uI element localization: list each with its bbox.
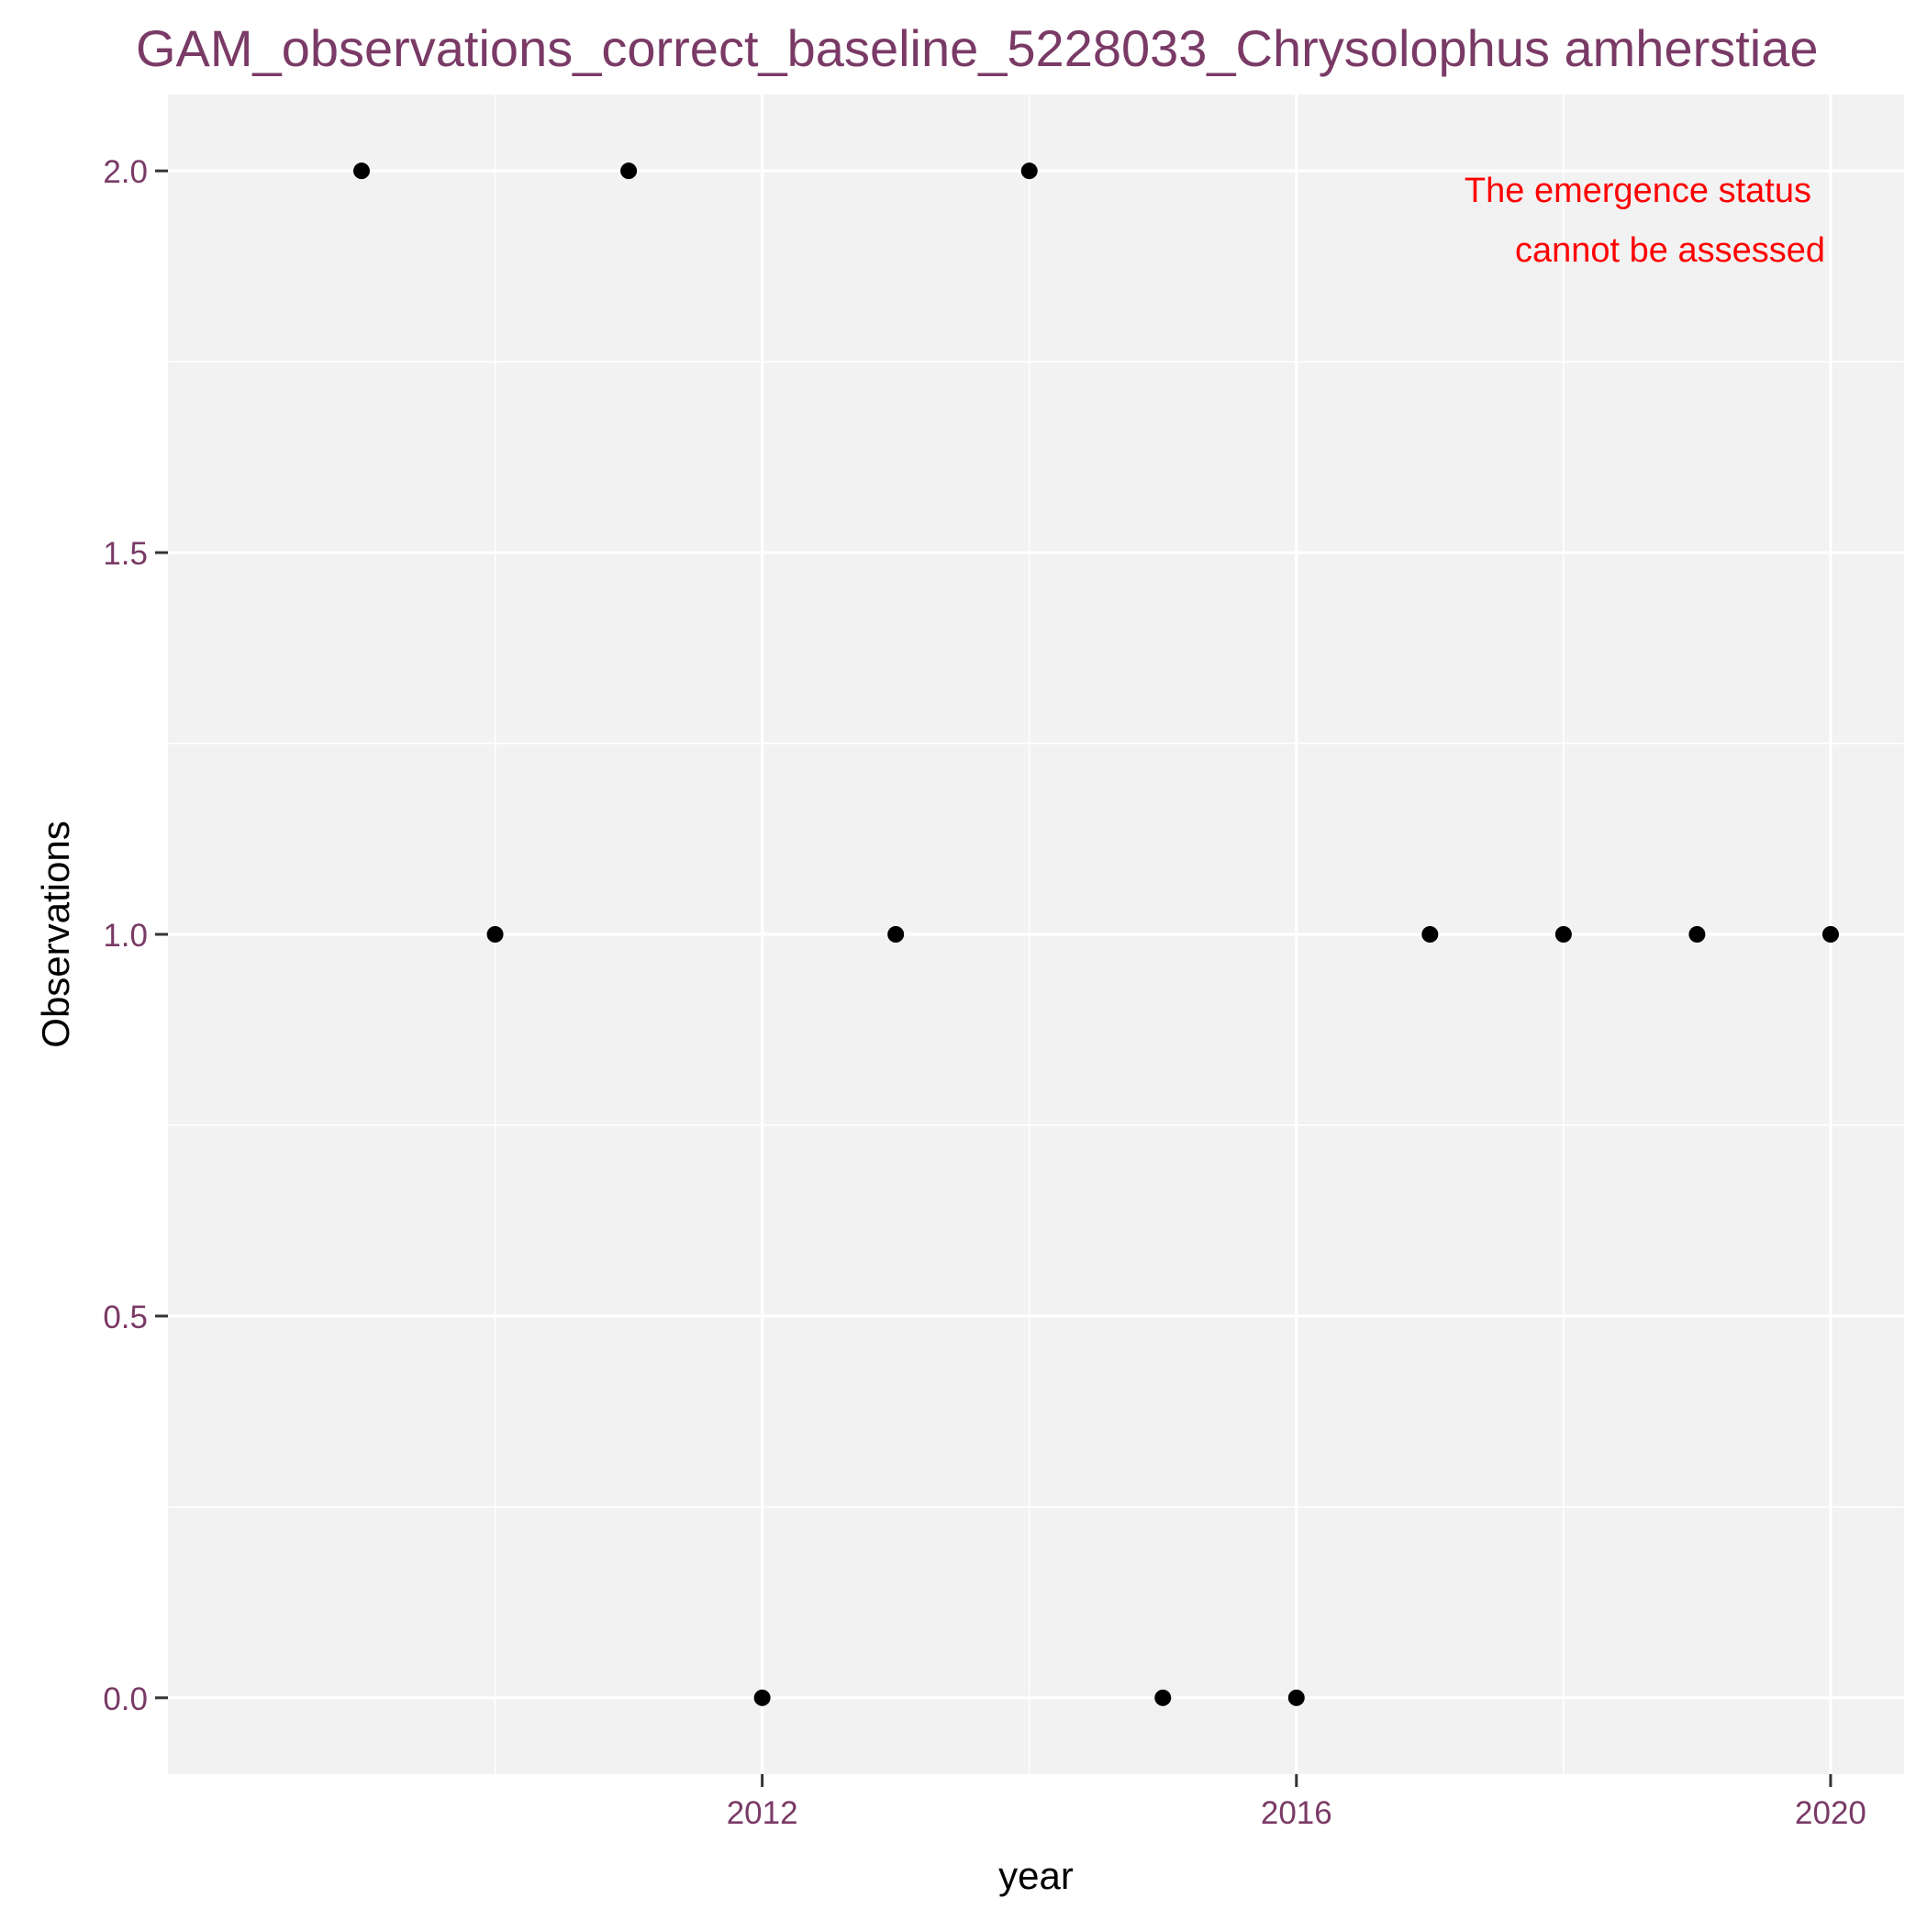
data-point	[1020, 162, 1038, 180]
data-point	[1287, 1689, 1305, 1706]
y-axis: 0.0 0.5 1.0 1.5 2.0	[103, 154, 168, 1717]
x-axis-title: year	[998, 1854, 1074, 1897]
y-tick-label: 2.0	[103, 154, 148, 190]
data-point	[1554, 926, 1572, 943]
data-point	[1821, 926, 1839, 943]
data-point	[1688, 926, 1706, 943]
chart-title: GAM_observations_correct_baseline_522803…	[136, 19, 1819, 77]
data-point	[486, 926, 504, 943]
annotation-line-1: The emergence status	[1465, 172, 1811, 210]
data-point	[753, 1689, 771, 1706]
data-point	[1421, 926, 1439, 943]
x-tick-label: 2016	[1261, 1795, 1332, 1831]
y-tick-label: 0.0	[103, 1681, 148, 1717]
y-tick-label: 0.5	[103, 1300, 148, 1335]
data-point	[353, 162, 371, 180]
x-tick-label: 2020	[1795, 1795, 1866, 1831]
annotation-line-2: cannot be assessed	[1515, 231, 1825, 270]
x-axis: 2012 2016 2020	[727, 1774, 1866, 1831]
y-tick-label: 1.0	[103, 918, 148, 954]
data-point	[1154, 1689, 1172, 1706]
data-point	[887, 926, 905, 943]
x-tick-label: 2012	[727, 1795, 798, 1831]
data-point	[620, 162, 638, 180]
y-tick-label: 1.5	[103, 536, 148, 572]
data-points	[353, 162, 1839, 1706]
y-axis-title: Observations	[34, 821, 77, 1047]
